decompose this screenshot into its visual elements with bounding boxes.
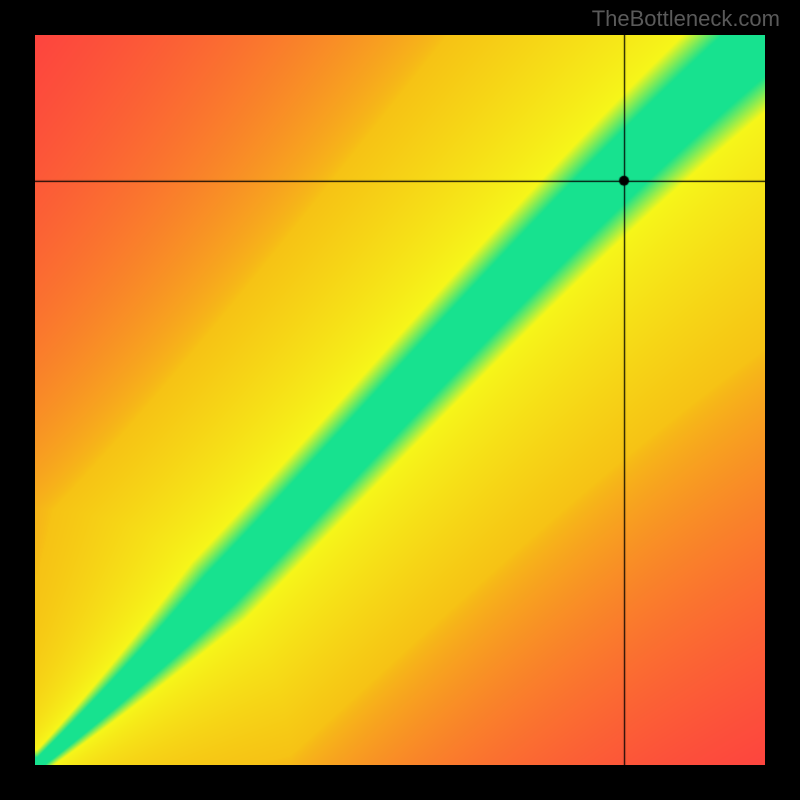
watermark-text: TheBottleneck.com	[592, 6, 780, 32]
bottleneck-heatmap	[35, 35, 765, 765]
heatmap-canvas	[35, 35, 765, 765]
